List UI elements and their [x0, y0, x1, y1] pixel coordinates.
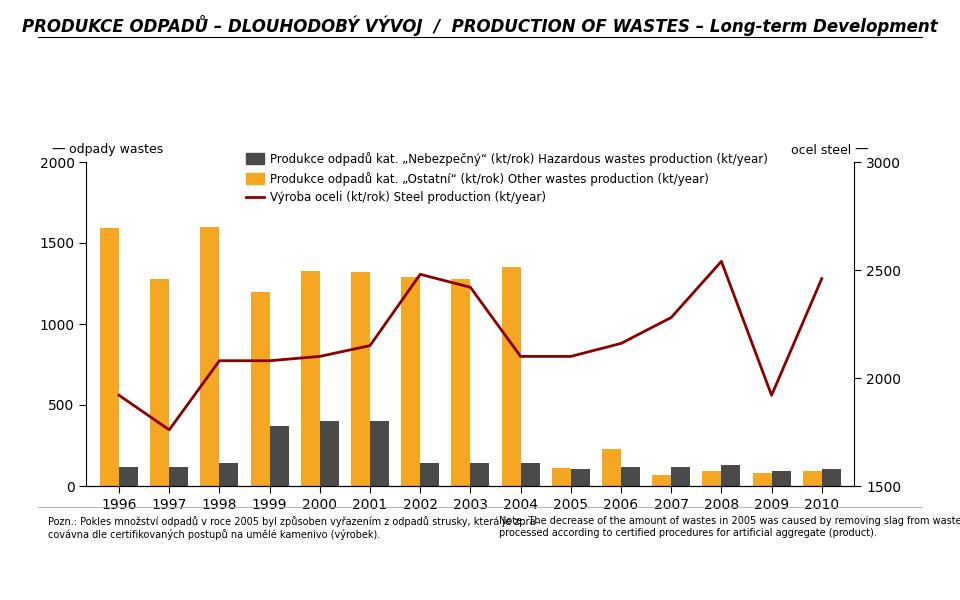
Bar [150, 278, 169, 486]
Bar [803, 470, 822, 486]
Bar [420, 463, 440, 486]
Bar [753, 473, 772, 486]
Bar [401, 277, 420, 486]
Bar [451, 278, 470, 486]
Bar [300, 271, 320, 486]
Bar [220, 463, 238, 486]
Text: Pozn.: Pokles množství odpadů v roce 2005 byl způsoben vyřazením z odpadů strusk: Pozn.: Pokles množství odpadů v roce 200… [48, 516, 539, 540]
Bar [552, 468, 571, 486]
Bar [119, 467, 138, 486]
Text: —: — [52, 143, 65, 157]
Bar [470, 463, 490, 486]
Text: odpady wastes: odpady wastes [69, 143, 163, 157]
Bar [520, 463, 540, 486]
Bar [251, 292, 270, 486]
Bar [652, 475, 671, 486]
Bar [621, 467, 640, 486]
Bar [270, 426, 289, 486]
Bar [721, 465, 740, 486]
Bar [671, 467, 690, 486]
Legend: Produkce odpadů kat. „Nebezpečný“ (kt/rok) Hazardous wastes production (kt/year): Produkce odpadů kat. „Nebezpečný“ (kt/ro… [246, 152, 767, 205]
Bar [370, 421, 389, 486]
Bar [169, 467, 188, 486]
Bar [320, 421, 339, 486]
Text: ocel steel: ocel steel [791, 143, 852, 157]
Text: Note: The decrease of the amount of wastes in 2005 was caused by removing slag f: Note: The decrease of the amount of wast… [499, 516, 960, 538]
Bar [772, 472, 791, 486]
Text: —: — [854, 143, 868, 157]
Bar [501, 267, 520, 486]
Bar [822, 469, 841, 486]
Bar [351, 272, 370, 486]
Text: PRODUKCE ODPADŮ – DLOUHODOBÝ VÝVOJ  /  PRODUCTION OF WASTES – Long-term Developm: PRODUKCE ODPADŮ – DLOUHODOBÝ VÝVOJ / PRO… [22, 15, 938, 36]
Bar [100, 229, 119, 486]
Bar [201, 227, 220, 486]
Bar [602, 449, 621, 486]
Bar [703, 472, 721, 486]
Bar [571, 469, 589, 486]
